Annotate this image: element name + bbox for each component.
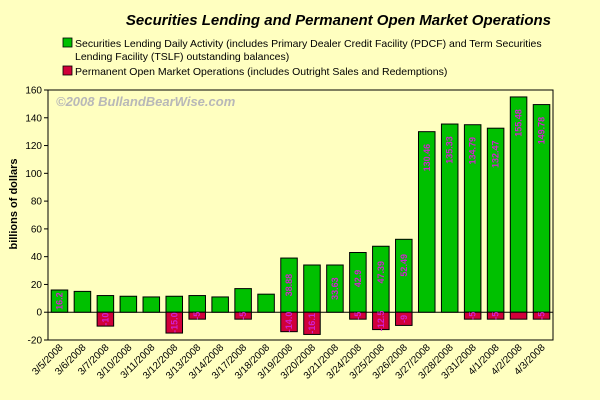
data-label-lending: 149.78 [537, 117, 547, 145]
bar-pomo [303, 311, 321, 335]
y-tick-label: 100 [25, 169, 42, 180]
y-axis-label: billions of dollars [8, 158, 20, 249]
data-label-pomo: -12.5 [376, 311, 386, 332]
y-tick-label: 60 [31, 224, 43, 235]
y-tick-label: 160 [25, 86, 42, 97]
data-label-pomo: -5 [238, 312, 248, 320]
data-label-lending: 132.47 [491, 140, 501, 168]
legend-swatch-lending [62, 37, 73, 48]
bar-pomo [372, 311, 390, 331]
data-label-lending: 52.49 [399, 254, 409, 277]
y-tick-label: 0 [36, 308, 42, 319]
y-tick-label: 20 [31, 280, 43, 291]
bar-pomo [349, 311, 367, 320]
chart-title: Securities Lending and Permanent Open Ma… [126, 12, 551, 29]
bar-pomo [96, 311, 115, 327]
bar-pomo [165, 311, 184, 334]
data-label-lending: 155.48 [514, 109, 524, 137]
bar-lending [303, 264, 321, 313]
bar-pomo [188, 311, 206, 320]
legend-lending-line1: Securities Lending Daily Activity (inclu… [75, 38, 542, 50]
legend-swatch-pomo [62, 65, 73, 76]
bar-lending [73, 290, 92, 313]
bar-lending [257, 293, 275, 313]
bar-pomo [280, 311, 298, 333]
data-label-pomo: -10 [100, 313, 110, 326]
data-label-lending: 47.39 [376, 261, 386, 284]
bar-lending [188, 295, 206, 313]
bar-pomo [486, 311, 505, 320]
y-tick-label: 40 [31, 252, 43, 263]
data-label-pomo: -14.0 [284, 312, 294, 333]
y-tick-label: -20 [28, 336, 43, 347]
data-label-lending: 38.88 [284, 274, 294, 297]
data-label-pomo: -5 [491, 312, 501, 320]
bar-lending [165, 295, 184, 313]
data-label-pomo: -16.1 [307, 313, 317, 334]
bar-lending [50, 289, 69, 313]
legend-lending-line2: Lending Facility (TSLF) outstanding bala… [75, 51, 289, 63]
data-label-pomo: -5 [192, 312, 202, 320]
data-label-pomo: -15.0 [169, 312, 179, 333]
bar-lending [234, 288, 252, 313]
data-label-lending: 42.9 [353, 270, 363, 288]
bar-lending [142, 296, 161, 313]
legend-pomo: Permanent Open Market Operations (includ… [75, 66, 447, 78]
bar-pomo [463, 311, 482, 320]
bar-lending [119, 295, 138, 313]
data-label-lending: 135.33 [445, 136, 455, 164]
y-tick-label: 140 [25, 113, 42, 124]
y-tick-label: 120 [25, 141, 42, 152]
data-label-pomo: -9 [399, 315, 409, 323]
bar-lending [326, 264, 344, 313]
data-label-lending: 134.79 [468, 137, 478, 165]
data-label-lending: 130.46 [422, 144, 432, 172]
bar-lending [96, 295, 115, 313]
data-label-pomo: -5 [468, 312, 478, 320]
bar-lending [417, 131, 436, 313]
bar-pomo [509, 311, 528, 320]
bar-pomo [395, 311, 413, 326]
bar-pomo [532, 311, 551, 320]
bar-pomo [234, 311, 252, 320]
data-label-pomo: -5 [353, 312, 363, 320]
watermark-text: ©2008 BullandBearWise.com [56, 94, 236, 109]
bar-lending [440, 123, 459, 313]
y-tick-label: 80 [31, 197, 43, 208]
data-label-lending: 33.63 [330, 277, 340, 300]
bar-lending [211, 296, 229, 313]
data-label-lending: 16.2 [54, 292, 64, 310]
plot-area: -2002040608010012014016016.23/5/20083/6/… [25, 86, 554, 382]
data-label-pomo: -5 [537, 312, 547, 320]
